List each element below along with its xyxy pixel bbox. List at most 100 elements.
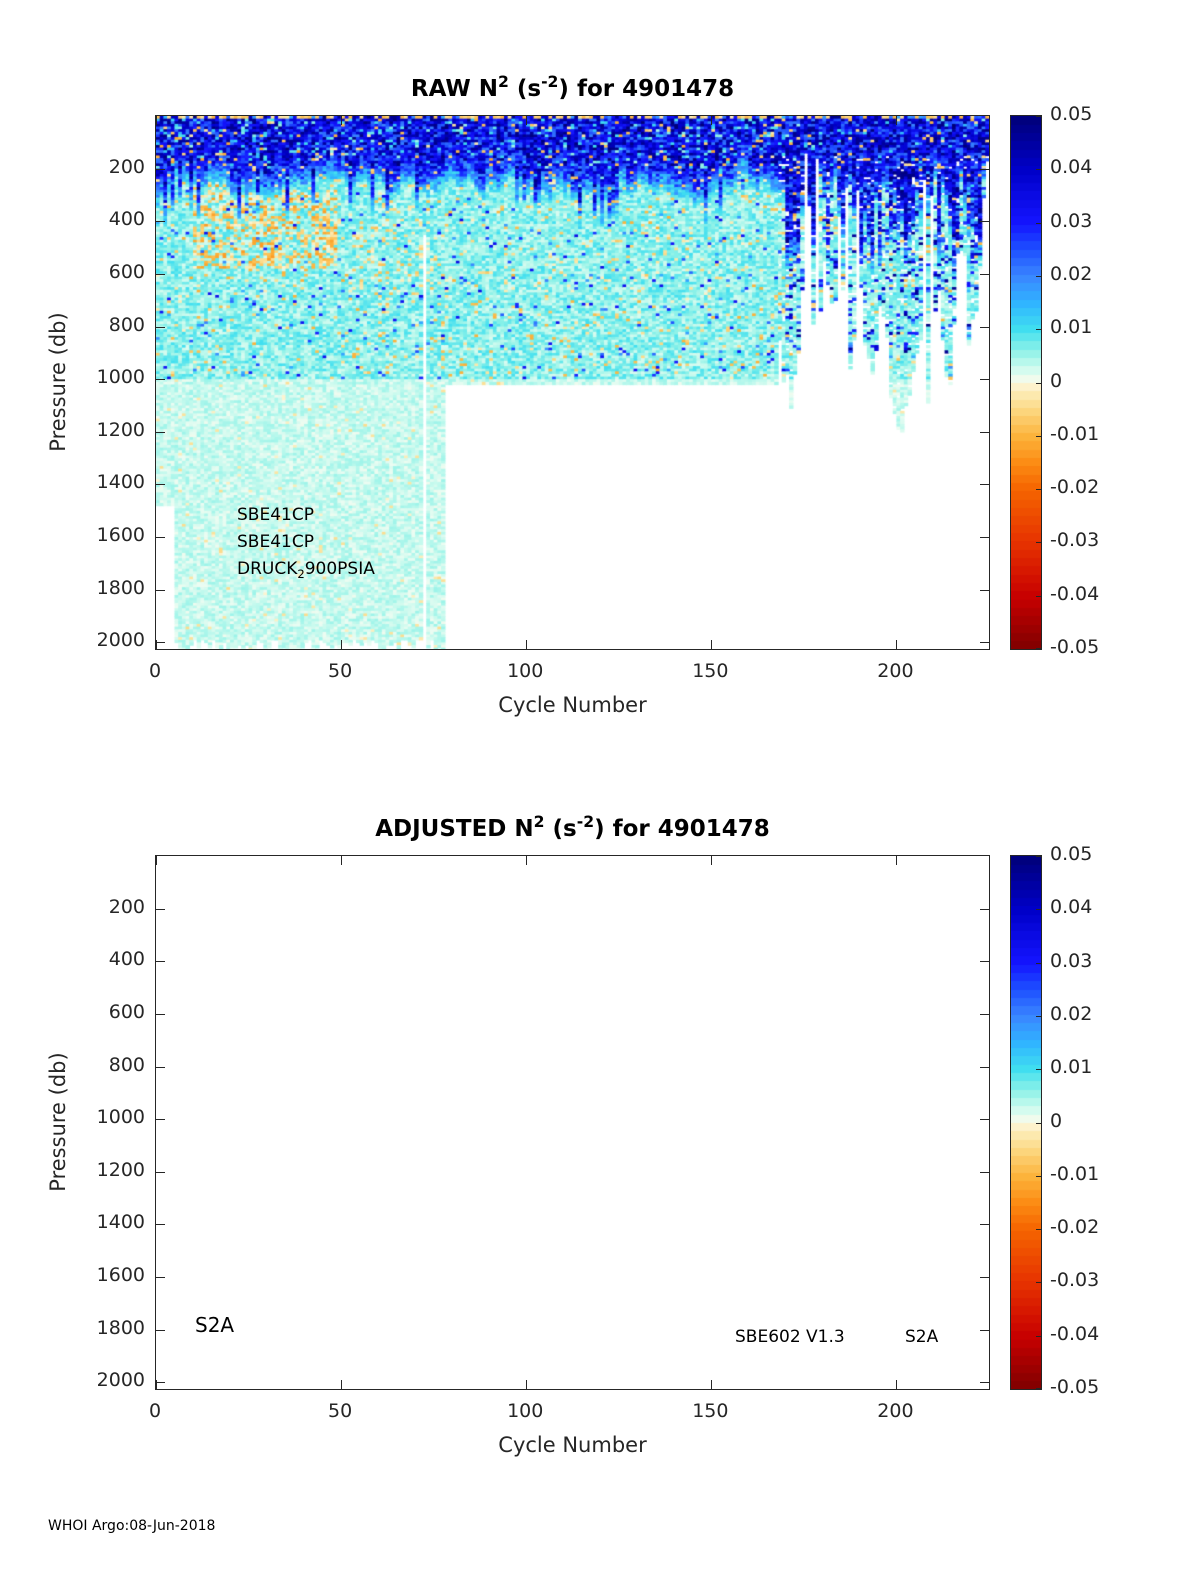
colorbar-tick-label: 0.01	[1050, 1056, 1093, 1079]
annotation-text: SBE602 V1.3	[735, 1327, 845, 1347]
colorbar-tick-label: 0.02	[1050, 262, 1093, 285]
x-axis-tick	[156, 116, 157, 125]
raw-chart-title: RAW N2 (s-2) for 4901478	[410, 72, 735, 102]
y-axis-tick	[980, 379, 989, 381]
x-axis-tick	[526, 116, 528, 125]
colorbar-tick	[1036, 909, 1041, 911]
adjusted-x-axis-label: Cycle Number	[498, 1433, 647, 1457]
y-axis-tick	[980, 961, 989, 963]
y-axis-tick	[156, 484, 165, 486]
y-axis-tick	[156, 431, 165, 433]
x-axis-tick	[896, 856, 898, 865]
y-tick-label: 1600	[96, 1264, 145, 1287]
y-axis-tick	[156, 379, 165, 381]
colorbar-tick	[1036, 1282, 1041, 1284]
colorbar-tick	[1036, 1015, 1041, 1017]
y-axis-tick	[156, 1277, 165, 1279]
adjusted-heatmap-canvas	[156, 856, 989, 1389]
y-axis-tick	[156, 168, 165, 170]
y-axis-tick	[980, 1224, 989, 1226]
x-axis-tick	[711, 856, 713, 865]
colorbar-tick	[1036, 1335, 1041, 1337]
colorbar-tick-label: 0.05	[1050, 843, 1093, 865]
raw-heatmap-canvas	[156, 116, 989, 649]
colorbar-tick	[1036, 1388, 1041, 1389]
x-tick-label: 50	[328, 1400, 353, 1422]
x-axis-tick	[341, 1380, 343, 1389]
colorbar-tick	[1036, 542, 1041, 544]
y-axis-tick	[156, 273, 165, 275]
x-axis-tick	[711, 1380, 713, 1389]
y-axis-tick	[980, 642, 989, 644]
y-axis-tick	[980, 221, 989, 223]
annotation-text: DRUCK2900PSIA	[237, 559, 375, 582]
colorbar-tick-label: -0.01	[1050, 1162, 1100, 1185]
colorbar-tick	[1036, 1069, 1041, 1071]
annotation-text: S2A	[195, 1313, 235, 1337]
y-axis-tick	[980, 1382, 989, 1384]
raw-colorbar	[1010, 115, 1042, 650]
y-tick-label: 600	[108, 1000, 145, 1023]
y-axis-tick	[156, 908, 165, 910]
y-tick-label: 400	[108, 208, 145, 231]
adjusted-plot-area	[155, 855, 990, 1390]
y-axis-tick	[156, 1224, 165, 1226]
y-axis-tick	[156, 537, 165, 539]
colorbar-tick	[1036, 1229, 1041, 1231]
colorbar-tick-label: -0.02	[1050, 1216, 1100, 1239]
colorbar-tick-label: -0.05	[1050, 1376, 1100, 1398]
y-axis-tick	[980, 484, 989, 486]
y-axis-tick	[980, 1277, 989, 1279]
y-tick-label: 1000	[96, 1106, 145, 1129]
colorbar-tick-label: -0.05	[1050, 636, 1100, 658]
y-tick-label: 1800	[96, 576, 145, 599]
colorbar-tick-label: -0.02	[1050, 476, 1100, 499]
colorbar-tick	[1036, 1122, 1041, 1124]
y-tick-label: 200	[108, 155, 145, 178]
colorbar-tick-label: 0	[1050, 1109, 1063, 1132]
colorbar-tick-label: 0.05	[1050, 103, 1093, 125]
x-axis-tick	[526, 856, 528, 865]
y-axis-tick	[156, 589, 165, 591]
colorbar-tick	[1036, 116, 1041, 117]
y-tick-label: 1200	[96, 1158, 145, 1181]
colorbar-tick-label: -0.03	[1050, 529, 1100, 552]
y-tick-label: 2000	[96, 629, 145, 652]
footer-text: WHOI Argo:08-Jun-2018	[48, 1518, 216, 1534]
y-tick-label: 1400	[96, 471, 145, 494]
colorbar-tick	[1036, 329, 1041, 331]
x-axis-tick	[341, 856, 343, 865]
colorbar-tick-label: 0.04	[1050, 896, 1093, 919]
x-axis-tick	[341, 640, 343, 649]
colorbar-tick-label: -0.01	[1050, 422, 1100, 445]
y-axis-tick	[156, 1013, 165, 1015]
y-axis-tick	[980, 1119, 989, 1121]
colorbar-tick	[1036, 856, 1041, 857]
y-axis-tick	[156, 326, 165, 328]
y-tick-label: 1200	[96, 418, 145, 441]
adjusted-chart-title: ADJUSTED N2 (s-2) for 4901478	[375, 812, 770, 842]
colorbar-tick-label: -0.03	[1050, 1269, 1100, 1292]
y-tick-label: 200	[108, 895, 145, 918]
colorbar-tick-label: 0.04	[1050, 156, 1093, 179]
x-axis-tick	[156, 856, 157, 865]
x-axis-tick	[156, 1380, 157, 1389]
x-axis-tick	[341, 116, 343, 125]
colorbar-tick-label: 0.01	[1050, 316, 1093, 339]
y-axis-tick	[156, 961, 165, 963]
colorbar-tick-label: 0.03	[1050, 949, 1093, 972]
y-axis-tick	[980, 1171, 989, 1173]
y-axis-tick	[980, 326, 989, 328]
colorbar-tick-label: -0.04	[1050, 582, 1100, 605]
y-axis-tick	[980, 589, 989, 591]
y-tick-label: 1800	[96, 1316, 145, 1339]
x-tick-label: 0	[148, 1400, 162, 1422]
x-tick-label: 0	[148, 660, 162, 682]
colorbar-tick	[1036, 962, 1041, 964]
raw-plot-area	[155, 115, 990, 650]
y-tick-label: 800	[108, 1053, 145, 1076]
y-axis-tick	[980, 537, 989, 539]
x-tick-label: 200	[877, 660, 914, 682]
colorbar-tick	[1036, 1175, 1041, 1177]
